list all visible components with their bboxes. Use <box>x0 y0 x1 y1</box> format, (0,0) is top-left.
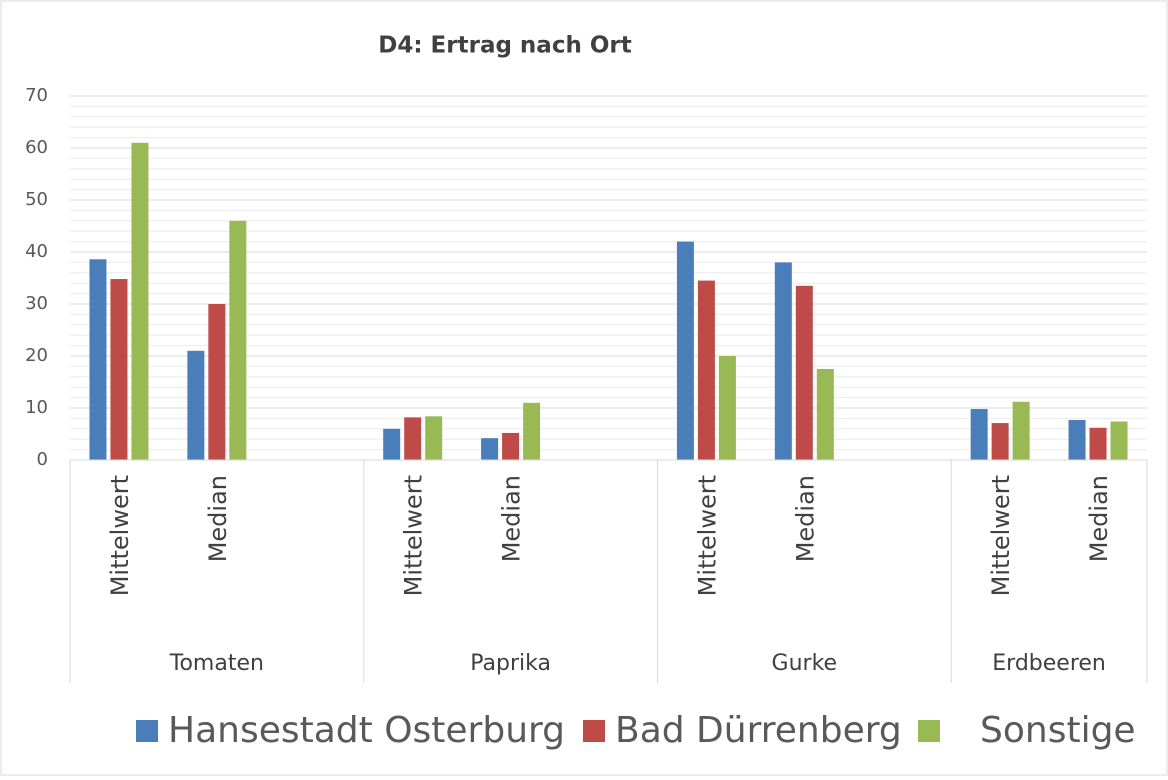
y-tick-label: 50 <box>25 189 48 210</box>
x-tick-label: Median <box>1085 475 1113 562</box>
bar <box>718 356 736 460</box>
bar <box>1089 427 1107 460</box>
bar <box>970 409 988 460</box>
bar <box>1110 421 1128 460</box>
bar <box>774 262 792 460</box>
y-tick-label: 0 <box>37 449 48 470</box>
group-label: Erdbeeren <box>992 651 1106 676</box>
bar <box>816 369 834 460</box>
x-tick-label: Median <box>498 475 526 562</box>
y-tick-label: 70 <box>25 85 48 106</box>
bar <box>1068 419 1086 460</box>
chart-title: D4: Ertrag nach Ort <box>378 33 631 59</box>
group-label: Paprika <box>470 651 551 676</box>
x-tick-label: Median <box>791 475 819 562</box>
legend-label: Bad Dürrenberg <box>615 710 902 751</box>
group-label: Tomaten <box>169 651 264 676</box>
legend-label: Hansestadt Osterburg <box>168 710 565 751</box>
bar <box>208 304 226 460</box>
y-tick-label: 60 <box>25 137 48 158</box>
bar <box>676 241 694 460</box>
bar <box>131 142 149 461</box>
x-tick-label: Median <box>204 475 232 562</box>
legend-swatch <box>918 720 940 742</box>
bar <box>383 428 401 460</box>
bar <box>187 350 205 460</box>
y-tick-label: 40 <box>25 241 48 262</box>
bar <box>481 438 499 460</box>
bar <box>110 279 128 460</box>
legend-swatch <box>136 720 158 742</box>
legend-label: Sonstige <box>980 710 1136 751</box>
bar <box>697 280 715 460</box>
bar <box>502 432 520 460</box>
y-tick-label: 20 <box>25 345 48 366</box>
y-tick-label: 10 <box>25 397 48 418</box>
bar <box>404 417 422 460</box>
x-tick-label: Mittelwert <box>987 475 1015 596</box>
x-tick-label: Mittelwert <box>693 475 721 596</box>
x-tick-label: Mittelwert <box>106 475 134 596</box>
bar <box>795 285 813 460</box>
bar <box>991 423 1009 460</box>
bar <box>425 416 443 460</box>
bar <box>523 402 541 460</box>
bar <box>89 259 107 460</box>
legend-swatch <box>583 720 605 742</box>
bar <box>229 220 247 460</box>
group-label: Gurke <box>772 651 838 676</box>
y-tick-label: 30 <box>25 293 48 314</box>
x-tick-label: Mittelwert <box>400 475 428 596</box>
bar <box>1012 401 1030 460</box>
